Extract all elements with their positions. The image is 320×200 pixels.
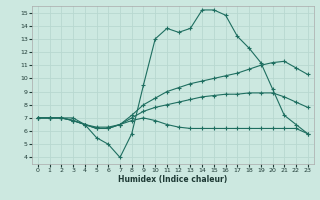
X-axis label: Humidex (Indice chaleur): Humidex (Indice chaleur) [118,175,228,184]
